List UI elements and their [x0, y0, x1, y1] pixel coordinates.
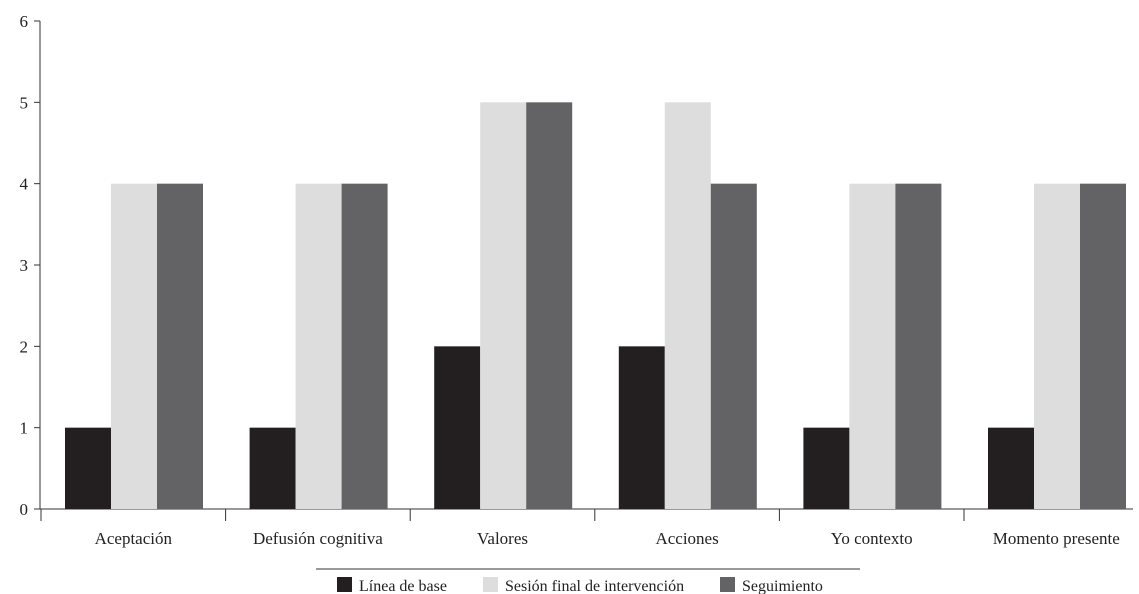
bar	[434, 346, 481, 509]
y-tick-label: 2	[20, 337, 29, 356]
legend: Línea de base Sesión final de intervenció…	[316, 568, 860, 594]
bar	[295, 183, 342, 509]
y-tick-label: 5	[20, 93, 29, 112]
bars	[65, 102, 1126, 509]
bar	[249, 427, 296, 509]
bar	[480, 102, 527, 509]
y-tick-label: 3	[20, 256, 29, 275]
legend-label: Seguimiento	[742, 578, 823, 594]
x-category-label: Acciones	[655, 529, 718, 548]
y-tick-label: 1	[20, 419, 29, 438]
bar	[803, 427, 850, 509]
bar	[988, 427, 1034, 509]
x-category-label: Momento presente	[993, 529, 1120, 548]
legend-swatch	[483, 577, 498, 592]
x-category-label: Aceptación	[95, 529, 173, 548]
bar	[341, 183, 388, 509]
bar	[849, 183, 896, 509]
bar	[65, 427, 111, 509]
bar	[664, 102, 711, 509]
legend-label: Línea de base	[359, 578, 447, 594]
y-tick-label: 4	[20, 175, 29, 194]
bar	[710, 183, 757, 509]
legend-label: Sesión final de intervención	[505, 578, 684, 594]
x-axis: Aceptación Defusión cognitiva Valores Accio…	[40, 508, 1133, 548]
bar	[157, 183, 203, 509]
bar	[618, 346, 665, 509]
x-category-label: Defusión cognitiva	[253, 529, 383, 548]
y-tick-label: 0	[20, 500, 29, 519]
y-axis: 0 1 2 3 4 5 6	[20, 12, 41, 519]
bar	[526, 102, 573, 509]
bar	[111, 183, 157, 509]
y-tick-label: 6	[20, 12, 29, 31]
bar	[895, 183, 942, 509]
x-category-label: Yo contexto	[831, 529, 913, 548]
legend-swatch	[337, 577, 352, 592]
bar	[1080, 183, 1126, 509]
legend-swatch	[720, 577, 735, 592]
bar	[1034, 183, 1080, 509]
x-category-label: Valores	[477, 529, 528, 548]
